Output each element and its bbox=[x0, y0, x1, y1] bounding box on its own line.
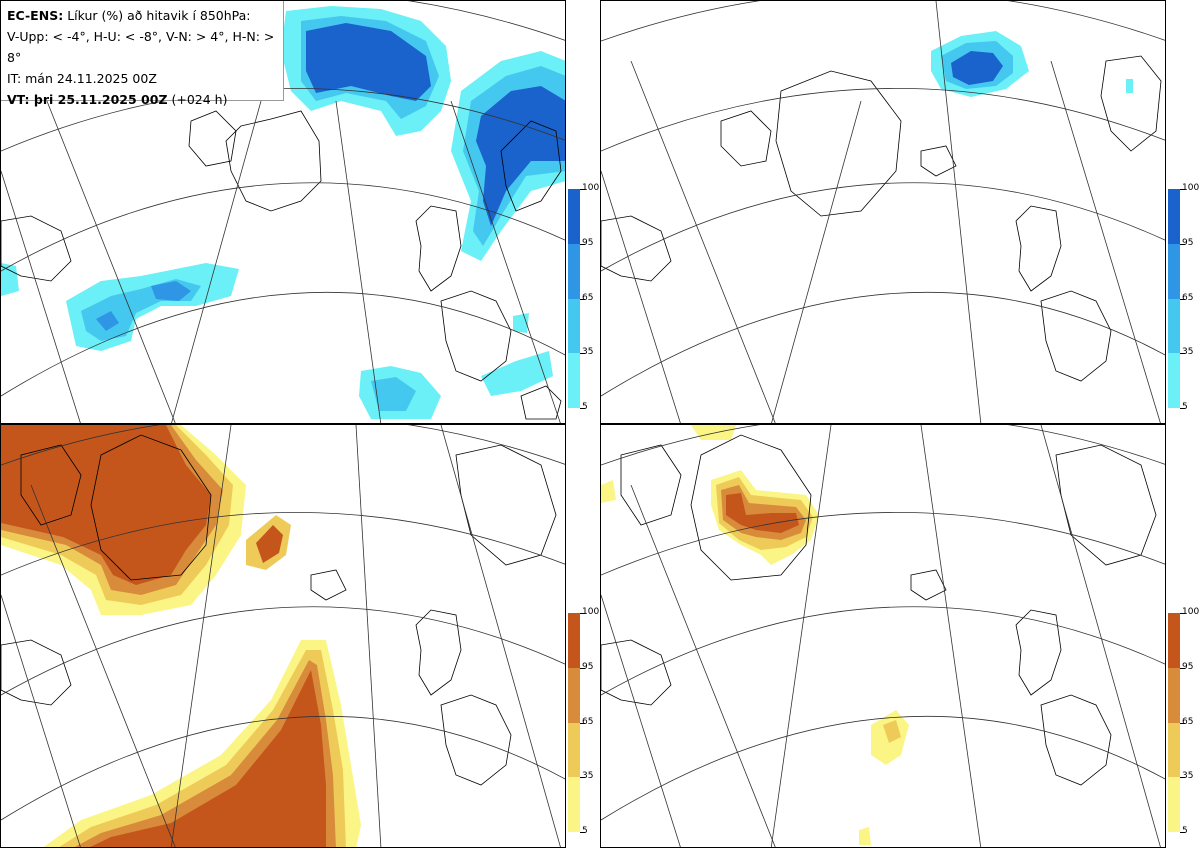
colorbar-tick-label: 5 bbox=[582, 402, 588, 412]
colorbar-tick-label: 5 bbox=[582, 826, 588, 836]
probability-field bbox=[1, 425, 361, 847]
colorbar-tick-label: 100 bbox=[582, 183, 600, 193]
colorbar-tick-mark bbox=[1180, 613, 1185, 614]
colorbar-segment bbox=[568, 613, 580, 668]
colorbar-tick-label: 65 bbox=[1182, 292, 1194, 303]
colorbar-tick-mark bbox=[1180, 722, 1185, 724]
colorbar-tick-mark bbox=[1180, 832, 1185, 833]
colorbar-tick-label: 5 bbox=[1182, 402, 1188, 412]
colorbar-tick-mark bbox=[580, 722, 585, 724]
graticule bbox=[1, 425, 565, 847]
map-v-upp bbox=[1, 1, 565, 423]
colorbar-tick-label: 65 bbox=[582, 292, 594, 303]
colorbar-tick-mark bbox=[1180, 298, 1185, 300]
colorbar-warm-right bbox=[1168, 613, 1180, 832]
colorbar-tick-label: 100 bbox=[1182, 607, 1200, 617]
colorbar-tick-mark bbox=[580, 353, 585, 355]
map-h-u bbox=[601, 1, 1165, 423]
coastlines bbox=[1, 110, 562, 420]
colorbar-tick-mark bbox=[580, 298, 585, 300]
colorbar-segment bbox=[1168, 722, 1180, 778]
colorbar-segment bbox=[1168, 777, 1180, 832]
colorbar-tick-label: 95 bbox=[582, 237, 594, 248]
colorbar-segment bbox=[1168, 243, 1180, 299]
colorbar-tick-mark bbox=[1180, 408, 1185, 409]
colorbar-tick-label: 35 bbox=[582, 771, 594, 782]
colorbar-tick-mark bbox=[1180, 353, 1185, 355]
colorbar-segment bbox=[568, 667, 580, 723]
colorbar-warm-left bbox=[568, 613, 580, 832]
legend-line-4: VT: þri 25.11.2025 00Z (+024 h) bbox=[7, 92, 228, 107]
coastlines bbox=[601, 55, 1162, 382]
colorbar-tick-mark bbox=[580, 777, 585, 779]
colorbar-tick-label: 95 bbox=[582, 661, 594, 672]
colorbar-tick-mark bbox=[580, 408, 585, 409]
colorbar-segment bbox=[568, 353, 580, 408]
colorbar-segment bbox=[1168, 613, 1180, 668]
colorbar-tick-label: 100 bbox=[582, 607, 600, 617]
graticule bbox=[601, 1, 1165, 423]
colorbar-segment bbox=[1168, 189, 1180, 244]
graticule bbox=[601, 425, 1165, 847]
colorbar-tick-label: 35 bbox=[1182, 771, 1194, 782]
graticule bbox=[1, 1, 565, 423]
colorbar-segment bbox=[568, 189, 580, 244]
colorbar-tick-mark bbox=[1180, 777, 1185, 779]
legend-line-1: EC-ENS: Líkur (%) að hitavik í 850hPa: bbox=[7, 8, 251, 23]
map-panel-h-u bbox=[600, 0, 1166, 424]
map-panel-v-upp: EC-ENS: Líkur (%) að hitavik í 850hPa: V… bbox=[0, 0, 566, 424]
probability-field bbox=[931, 31, 1133, 97]
colorbar-tick-mark bbox=[580, 832, 585, 833]
map-v-n bbox=[1, 425, 565, 847]
colorbar-segment bbox=[1168, 353, 1180, 408]
colorbar-tick-mark bbox=[580, 243, 585, 245]
colorbar-tick-label: 95 bbox=[1182, 661, 1194, 672]
colorbar-tick-label: 5 bbox=[1182, 826, 1188, 836]
colorbar-tick-mark bbox=[580, 613, 585, 614]
map-panel-v-n bbox=[0, 424, 566, 848]
colorbar-segment bbox=[568, 722, 580, 778]
map-h-n bbox=[601, 425, 1165, 847]
colorbar-tick-label: 35 bbox=[582, 347, 594, 358]
colorbar-cold-left bbox=[568, 189, 580, 408]
colorbar-segment bbox=[1168, 298, 1180, 354]
title-legend: EC-ENS: Líkur (%) að hitavik í 850hPa: V… bbox=[1, 1, 284, 107]
colorbar-tick-mark bbox=[580, 667, 585, 669]
colorbar-segment bbox=[568, 243, 580, 299]
colorbar-tick-mark bbox=[1180, 189, 1185, 190]
colorbar-tick-label: 65 bbox=[582, 716, 594, 727]
colorbar-segment bbox=[568, 298, 580, 354]
probability-field bbox=[1, 6, 565, 419]
colorbar-segment bbox=[1168, 667, 1180, 723]
colorbar-tick-label: 95 bbox=[1182, 237, 1194, 248]
colorbar-tick-mark bbox=[580, 189, 585, 190]
legend-line-3: IT: mán 24.11.2025 00Z bbox=[7, 71, 157, 86]
colorbar-tick-mark bbox=[1180, 243, 1185, 245]
map-panel-h-n bbox=[600, 424, 1166, 848]
probability-field bbox=[601, 425, 909, 845]
colorbar-segment bbox=[568, 777, 580, 832]
legend-line-2: V-Upp: < -4°, H-U: < -8°, V-N: > 4°, H-N… bbox=[7, 29, 275, 65]
colorbar-tick-label: 100 bbox=[1182, 183, 1200, 193]
colorbar-cold-right bbox=[1168, 189, 1180, 408]
colorbar-tick-label: 65 bbox=[1182, 716, 1194, 727]
colorbar-tick-mark bbox=[1180, 667, 1185, 669]
colorbar-tick-label: 35 bbox=[1182, 347, 1194, 358]
